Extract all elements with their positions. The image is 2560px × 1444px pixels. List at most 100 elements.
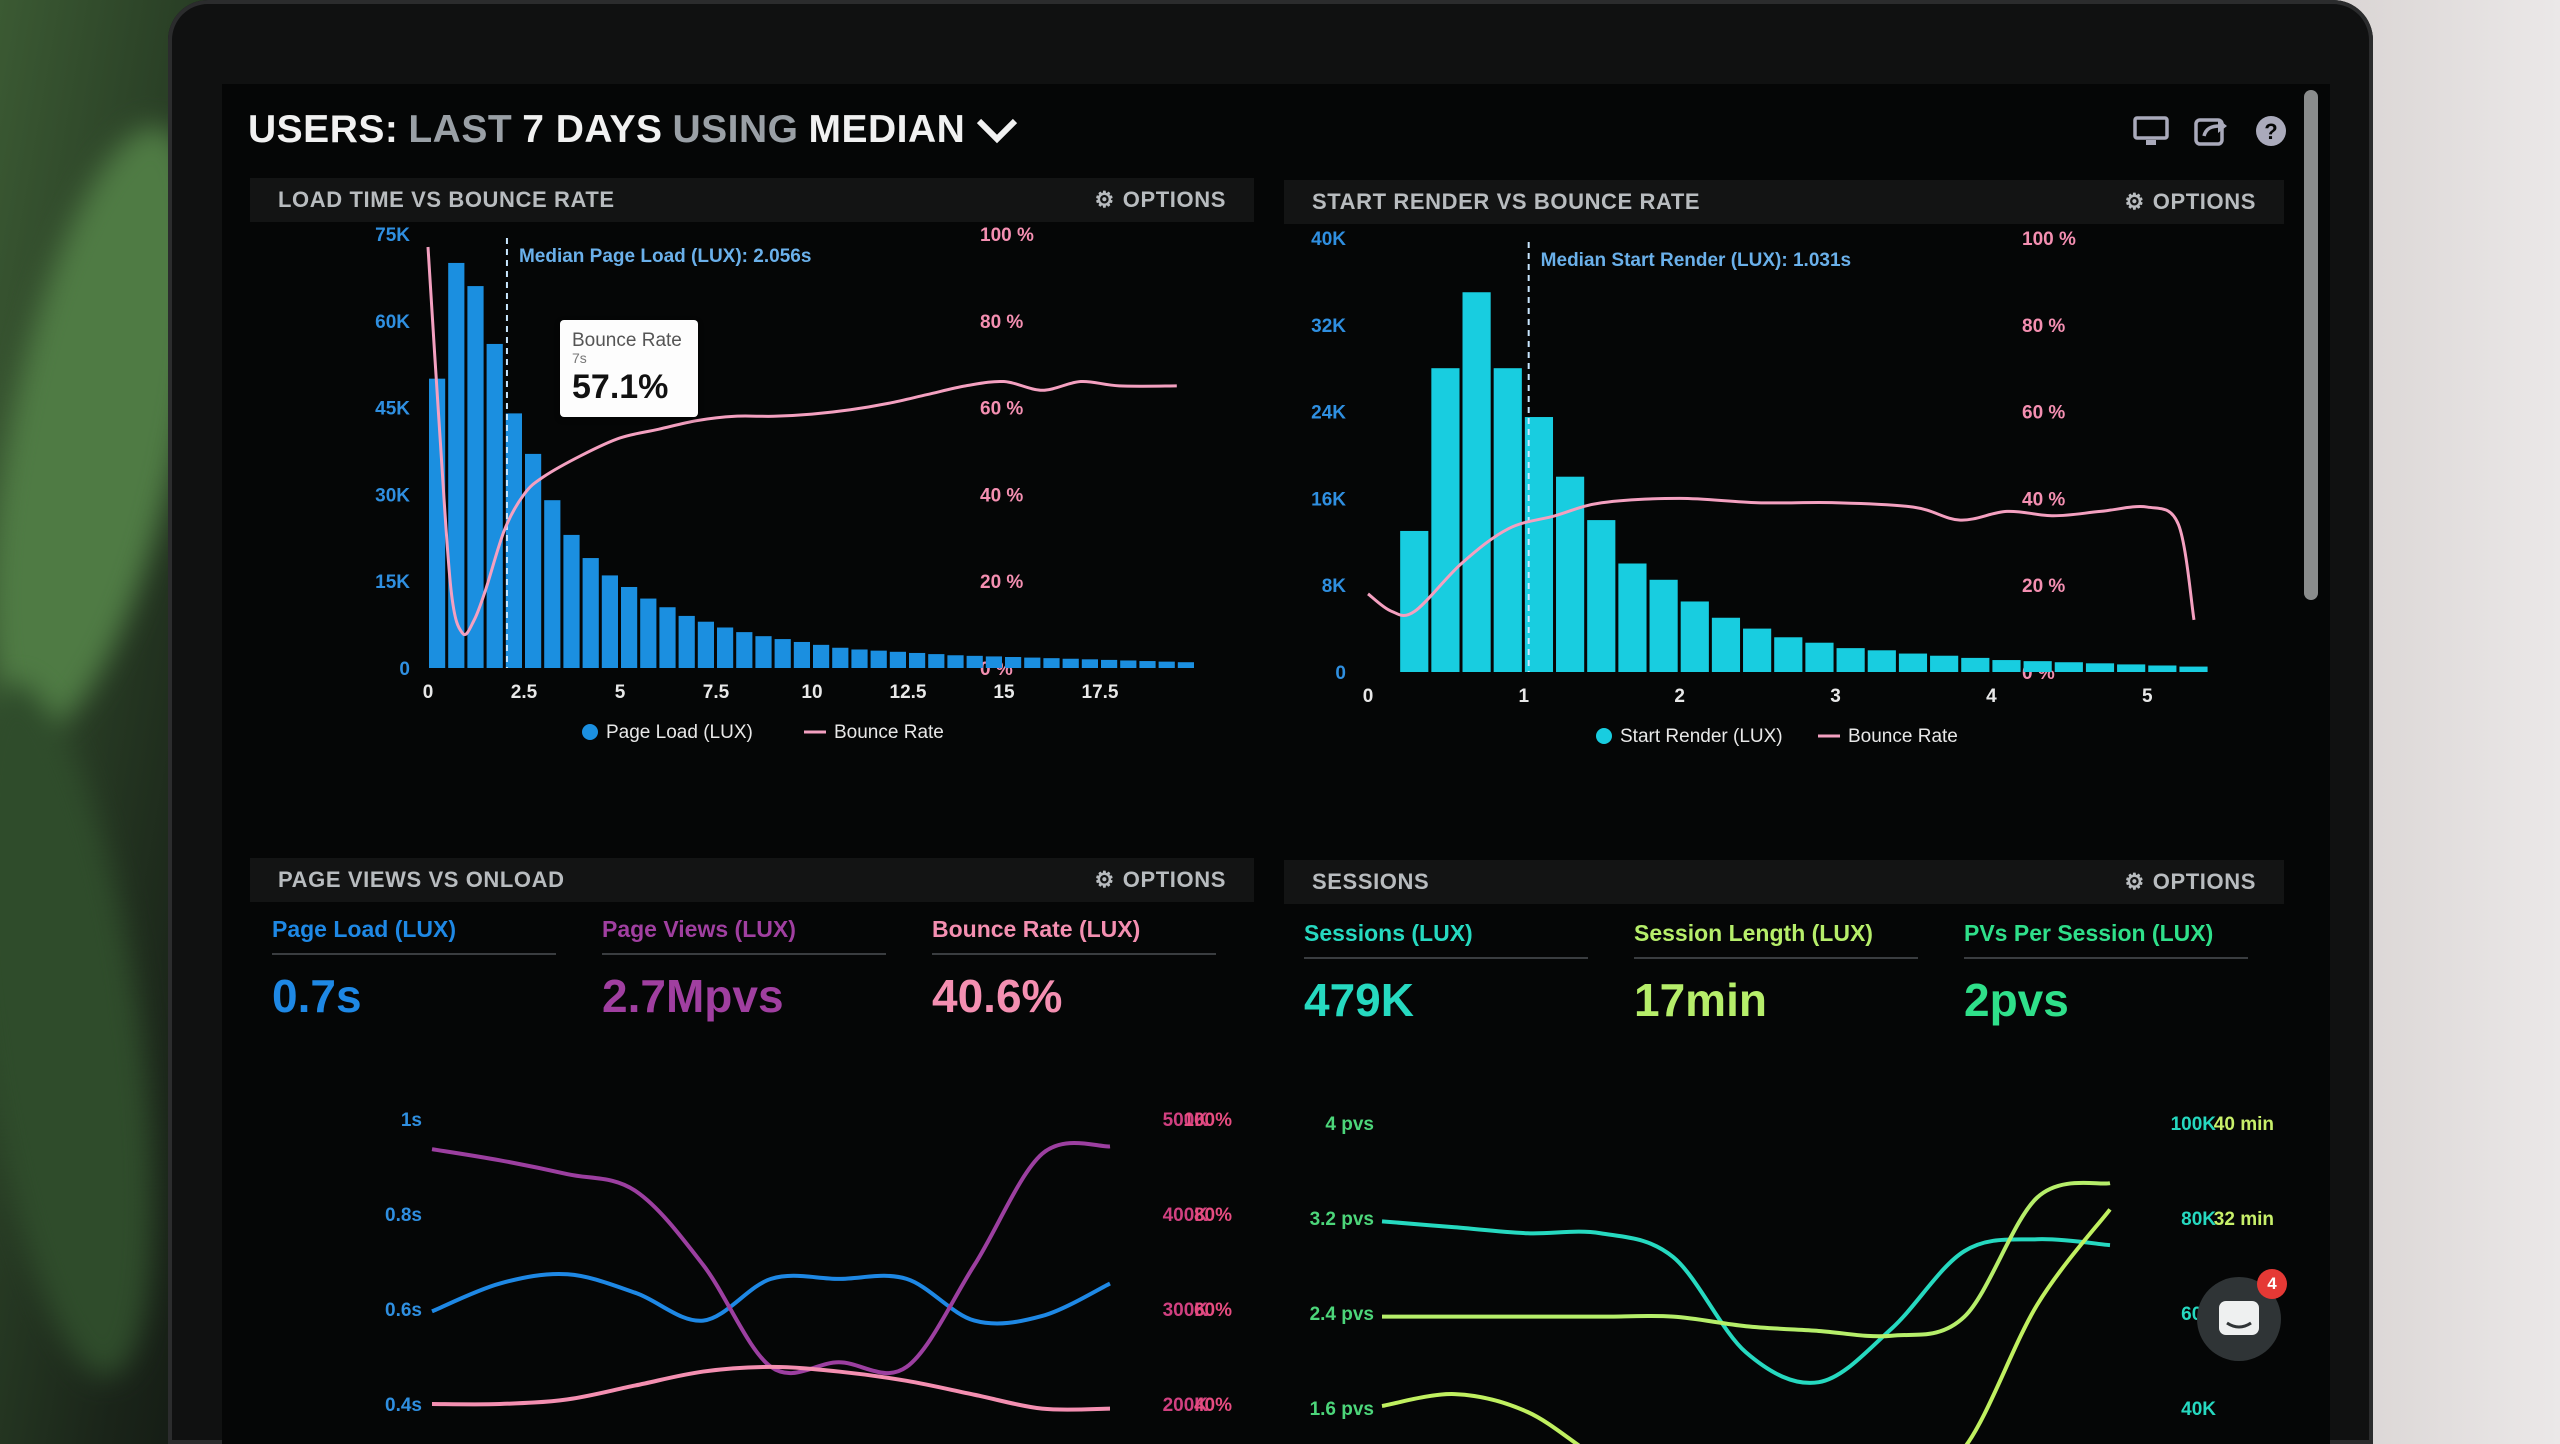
title-median: MEDIAN bbox=[808, 108, 966, 151]
options-button[interactable]: ⚙ OPTIONS bbox=[1094, 867, 1226, 893]
histogram-bar bbox=[505, 413, 522, 668]
series-line bbox=[431, 1140, 1111, 1376]
histogram-bar bbox=[1618, 563, 1647, 672]
histogram-bar bbox=[1024, 657, 1041, 668]
axis-tick-label: 0.8s bbox=[385, 1205, 422, 1226]
y2-tick-label: 60 % bbox=[2022, 403, 2065, 424]
kpi-label: Sessions (LUX) bbox=[1304, 920, 1588, 959]
y-tick-label: 16K bbox=[1311, 489, 1346, 510]
panel-title: START RENDER VS BOUNCE RATE bbox=[1312, 189, 1701, 214]
dashboard-title[interactable]: USERS: LAST 7 DAYS USING MEDIAN bbox=[248, 108, 1019, 152]
legend-label: Page Load (LUX) bbox=[606, 722, 753, 743]
histogram-bar bbox=[1930, 655, 1959, 672]
y2-tick-label: 100 % bbox=[2022, 229, 2076, 250]
axis-tick-label: 0.6s bbox=[385, 1300, 422, 1321]
y-tick-label: 60K bbox=[375, 312, 410, 333]
kpi-card: PVs Per Session (LUX) 2pvs bbox=[1964, 920, 2248, 1027]
histogram-bar bbox=[697, 621, 714, 668]
kpi-value: 2pvs bbox=[1964, 974, 2069, 1026]
histogram-bar bbox=[1177, 662, 1194, 668]
axis-tick-label: 2.4 pvs bbox=[1310, 1304, 1374, 1325]
histogram-bar bbox=[2085, 663, 2115, 672]
svg-text:?: ? bbox=[2264, 119, 2277, 144]
axis-tick-label: 3.2 pvs bbox=[1310, 1209, 1374, 1230]
axis-tick-label: 4 pvs bbox=[1325, 1114, 1374, 1135]
panel-load-header: LOAD TIME VS BOUNCE RATE ⚙ OPTIONS bbox=[250, 178, 1254, 222]
histogram-bar bbox=[621, 586, 638, 668]
histogram-bar bbox=[1649, 579, 1678, 672]
histogram-bar bbox=[832, 647, 849, 668]
x-tick-label: 0 bbox=[1363, 686, 1374, 707]
histogram-bar bbox=[1961, 657, 1990, 672]
options-button[interactable]: ⚙ OPTIONS bbox=[2124, 869, 2256, 895]
kpi-label: Page Views (LUX) bbox=[602, 916, 886, 955]
histogram-bar bbox=[928, 654, 945, 668]
kpi-label: Session Length (LUX) bbox=[1634, 920, 1918, 959]
median-label: Median Start Render (LUX): 1.031s bbox=[1541, 250, 1851, 271]
kpi-card: Session Length (LUX) 17min bbox=[1634, 920, 1918, 1027]
axis-tick-label: 0.4s bbox=[385, 1395, 422, 1416]
x-tick-label: 15 bbox=[993, 682, 1015, 703]
histogram-bar bbox=[525, 453, 542, 668]
share-icon[interactable] bbox=[2192, 114, 2230, 148]
x-tick-label: 3 bbox=[1830, 686, 1841, 707]
title-users: USERS: bbox=[248, 108, 399, 151]
options-label: OPTIONS bbox=[2152, 189, 2256, 214]
axis-tick-label: 100K bbox=[2171, 1114, 2217, 1135]
histogram-bar bbox=[947, 655, 964, 668]
y-tick-label: 15K bbox=[375, 572, 410, 593]
histogram-bar bbox=[736, 632, 753, 668]
scrollbar[interactable] bbox=[2304, 90, 2318, 600]
series-line bbox=[431, 1271, 1111, 1326]
options-button[interactable]: ⚙ OPTIONS bbox=[1094, 187, 1226, 213]
histogram-bar bbox=[870, 650, 887, 668]
axis-tick-label: 500K bbox=[1163, 1110, 1209, 1131]
options-button[interactable]: ⚙ OPTIONS bbox=[2124, 189, 2256, 215]
y2-tick-label: 20 % bbox=[980, 572, 1023, 593]
x-tick-label: 5 bbox=[615, 682, 626, 703]
bounce-rate-line bbox=[426, 246, 1177, 636]
y-tick-label: 0 bbox=[399, 659, 410, 680]
histogram-bar bbox=[966, 655, 983, 668]
histogram-bar bbox=[1836, 648, 1865, 672]
axis-tick-label: 40% bbox=[1194, 1395, 1232, 1416]
chat-button[interactable]: 4 bbox=[2197, 1269, 2287, 1361]
histogram-bar bbox=[1992, 660, 2021, 672]
histogram-bar bbox=[1431, 368, 1460, 672]
y-tick-label: 0 bbox=[1335, 663, 1346, 684]
axis-tick-label: 60% bbox=[1194, 1300, 1232, 1321]
axis-tick-label: 200K bbox=[1163, 1395, 1209, 1416]
histogram-bar bbox=[1101, 659, 1118, 668]
x-tick-label: 5 bbox=[2142, 686, 2153, 707]
series-line bbox=[1381, 1208, 2112, 1444]
kpi-label: Page Load (LUX) bbox=[272, 916, 556, 955]
panel-title: PAGE VIEWS VS ONLOAD bbox=[278, 867, 565, 892]
axis-tick-label: 32 min bbox=[2214, 1209, 2274, 1230]
x-tick-label: 7.5 bbox=[703, 682, 730, 703]
histogram-bar bbox=[1043, 658, 1060, 668]
series-line bbox=[1381, 1219, 2111, 1385]
y2-tick-label: 80 % bbox=[2022, 316, 2065, 337]
x-tick-label: 1 bbox=[1519, 686, 1530, 707]
gear-icon: ⚙ bbox=[1094, 867, 1115, 892]
histogram-bar bbox=[1081, 659, 1098, 668]
sessions-kpis: Sessions (LUX) 479K Session Length (LUX) 17… bbox=[1304, 920, 2248, 1027]
monitor-icon[interactable] bbox=[2132, 114, 2170, 148]
chevron-down-icon[interactable] bbox=[975, 115, 1019, 145]
gear-icon: ⚙ bbox=[1094, 187, 1115, 212]
histogram-bar bbox=[678, 615, 695, 668]
axis-tick-label: 400K bbox=[1163, 1205, 1209, 1226]
kpi-value: 17min bbox=[1634, 974, 1767, 1026]
axis-tick-label: 1.6 pvs bbox=[1310, 1399, 1374, 1420]
y-tick-label: 8K bbox=[1322, 576, 1347, 597]
histogram-bar bbox=[1805, 642, 1834, 672]
gear-icon: ⚙ bbox=[2124, 189, 2145, 214]
tooltip-sub: 7s bbox=[572, 350, 587, 366]
axis-tick-label: 100% bbox=[1183, 1110, 1232, 1131]
histogram-bar bbox=[1062, 658, 1079, 668]
histogram-bar bbox=[1120, 660, 1137, 668]
histogram-bar bbox=[2054, 662, 2083, 672]
help-icon[interactable]: ? bbox=[2252, 114, 2290, 148]
legend-marker bbox=[1596, 728, 1612, 744]
histogram-bar bbox=[2148, 665, 2177, 672]
